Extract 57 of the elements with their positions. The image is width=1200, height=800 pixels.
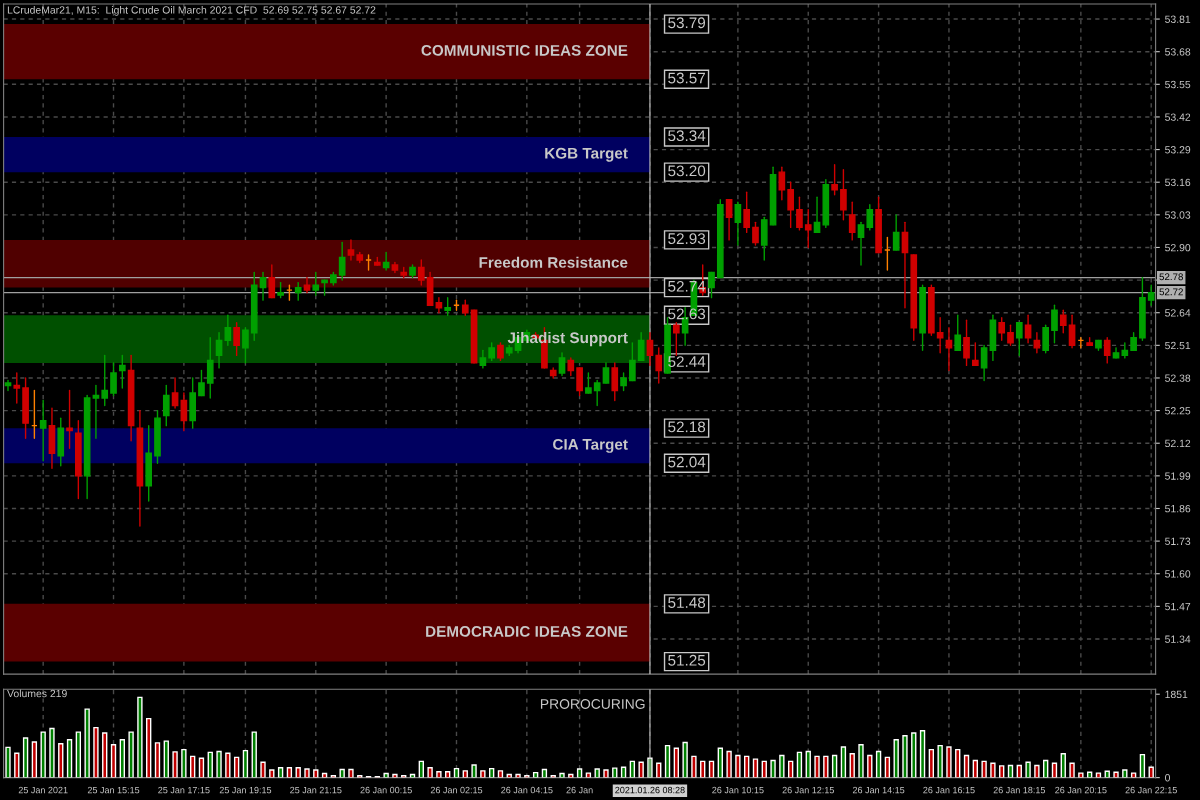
annotation: PROROCURING <box>540 699 645 709</box>
chart-title: LCrudeMar21, M15: Light Crude Oil March 2021 CFD 52.69 52.75 52.67 52.72 <box>7 6 376 16</box>
x-tick-label: 26 Jan 16:15 <box>923 786 975 794</box>
x-tick-label: 26 Jan 14:15 <box>852 786 905 794</box>
x-tick-label: 26 Jan 22:15 <box>1125 786 1177 794</box>
y-tick-label: 53.42 <box>1165 113 1191 121</box>
annotation: 53.34 <box>668 130 706 142</box>
x-tick-label: 25 Jan 21:15 <box>290 786 342 794</box>
y-tick-label: 51.60 <box>1165 570 1191 578</box>
y-tick-label: 52.51 <box>1165 341 1191 350</box>
x-tick-label: 26 Jan 20:15 <box>1055 786 1107 794</box>
ref-line-label: 52.72 <box>1159 288 1183 296</box>
annotation: 51.48 <box>668 597 706 608</box>
x-tick-label: 2021.01.26 08:28 <box>615 786 685 794</box>
x-tick-label: 25 Jan 2021 <box>18 786 68 794</box>
y-tick-label: 52.90 <box>1165 243 1191 252</box>
y-tick-label: 51.99 <box>1165 472 1191 480</box>
annotation: 52.04 <box>668 456 706 468</box>
annotation: 51.25 <box>668 654 706 666</box>
x-tick-label: 26 Jan 10:15 <box>712 786 764 794</box>
y-tick-label: 53.81 <box>1165 15 1191 23</box>
x-tick-label: 26 Jan 02:15 <box>430 786 483 794</box>
band-label: COMMUNISTIC IDEAS ZONE <box>421 44 628 56</box>
band-label: Freedom Resistance <box>479 256 628 268</box>
y-tick-label: 52.25 <box>1165 407 1191 415</box>
annotation: 53.57 <box>668 72 705 84</box>
y-tick-label: 53.16 <box>1165 178 1191 187</box>
x-tick-label: 26 Jan 12:15 <box>782 786 834 794</box>
x-tick-label: 25 Jan 15:15 <box>87 786 140 794</box>
y-tick-label: 51.47 <box>1165 602 1191 611</box>
band-label: KGB Target <box>545 147 628 162</box>
y-tick-label: 53.29 <box>1165 146 1191 154</box>
band-label: DEMOCRADIC IDEAS ZONE <box>426 626 628 637</box>
y-tick-label: 53.55 <box>1165 80 1191 89</box>
y-tick-label: 52.12 <box>1165 439 1191 448</box>
annotation: 53.20 <box>668 165 706 177</box>
y-tick-label: 53.03 <box>1165 211 1191 219</box>
x-tick-label: 26 Jan 04:15 <box>501 786 553 794</box>
x-tick-label: 25 Jan 19:15 <box>219 786 272 794</box>
chart-title: Volumes 219 <box>7 689 67 698</box>
band-label: CIA Target <box>553 438 628 453</box>
y-tick-label: 53.68 <box>1165 48 1191 56</box>
y-tick-label: 52.64 <box>1165 309 1191 317</box>
x-tick-label: 26 Jan <box>566 786 593 794</box>
x-tick-label: 26 Jan 18:15 <box>993 786 1046 794</box>
annotation: 52.18 <box>668 421 706 433</box>
annotation: 53.79 <box>668 17 706 29</box>
x-tick-label: 25 Jan 17:15 <box>158 786 210 794</box>
y-tick-label: 51.86 <box>1165 504 1191 513</box>
y-tick-label: 51.34 <box>1165 635 1191 643</box>
y-tick-label: 52.38 <box>1165 374 1191 382</box>
annotation: 52.93 <box>668 233 706 245</box>
y-tick-label: 0 <box>1165 774 1171 782</box>
ref-line-label: 52.78 <box>1159 273 1183 281</box>
y-tick-label: 51.73 <box>1165 537 1191 545</box>
x-tick-label: 26 Jan 00:15 <box>360 786 412 794</box>
y-tick-label: 1851 <box>1165 690 1188 699</box>
